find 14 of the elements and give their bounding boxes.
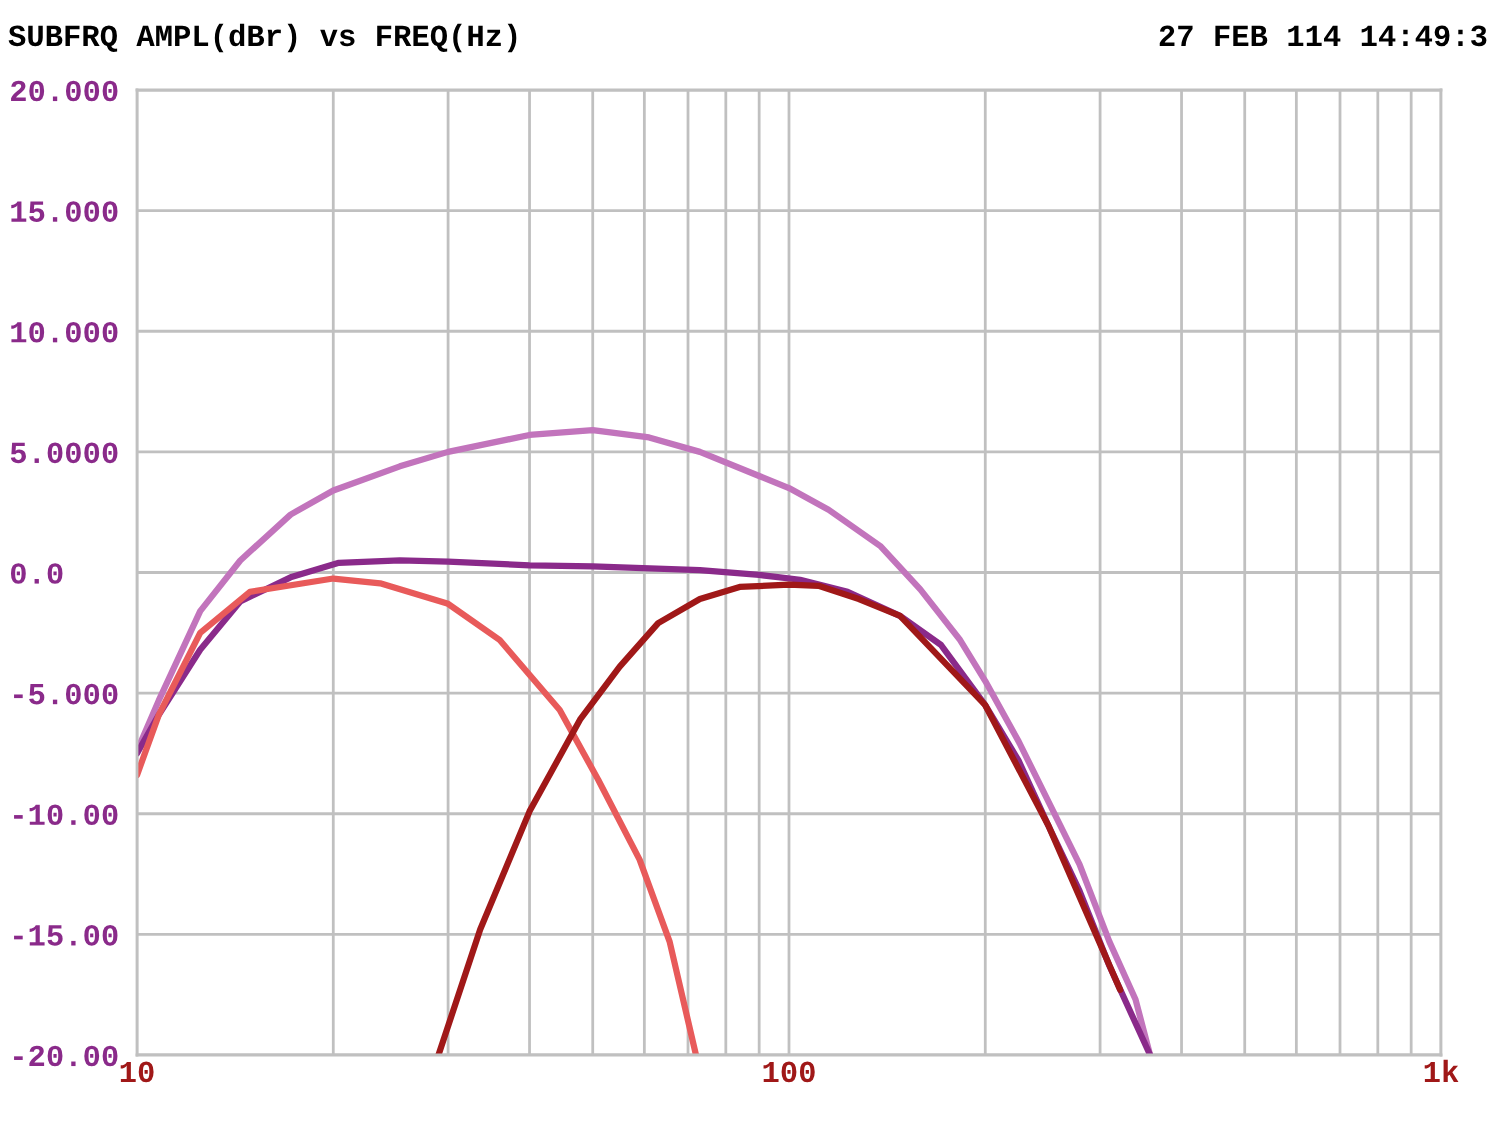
chart-title: SUBFRQ AMPL(dBr) vs FREQ(Hz) xyxy=(8,23,517,53)
x-tick-label: 10 xyxy=(120,1061,154,1083)
y-tick-label: -10.00 xyxy=(14,804,118,826)
y-tick-label: 5.0000 xyxy=(10,442,118,464)
x-tick-label: 1k xyxy=(1424,1059,1459,1082)
x-tick-label: 100 xyxy=(763,1061,815,1083)
y-tick-label: 10.000 xyxy=(11,321,118,343)
y-tick-label: -20.00 xyxy=(14,1045,118,1067)
text: 27 FEB 114 14:49:3 xyxy=(1159,25,1487,47)
y-tick-label: -15.00 xyxy=(14,925,118,946)
y-tick-label: 0.0 xyxy=(10,563,63,584)
y-tick-label: 20.000 xyxy=(11,80,118,102)
y-tick-label: 15.000 xyxy=(11,201,118,222)
y-tick-label: -5.000 xyxy=(14,683,118,705)
